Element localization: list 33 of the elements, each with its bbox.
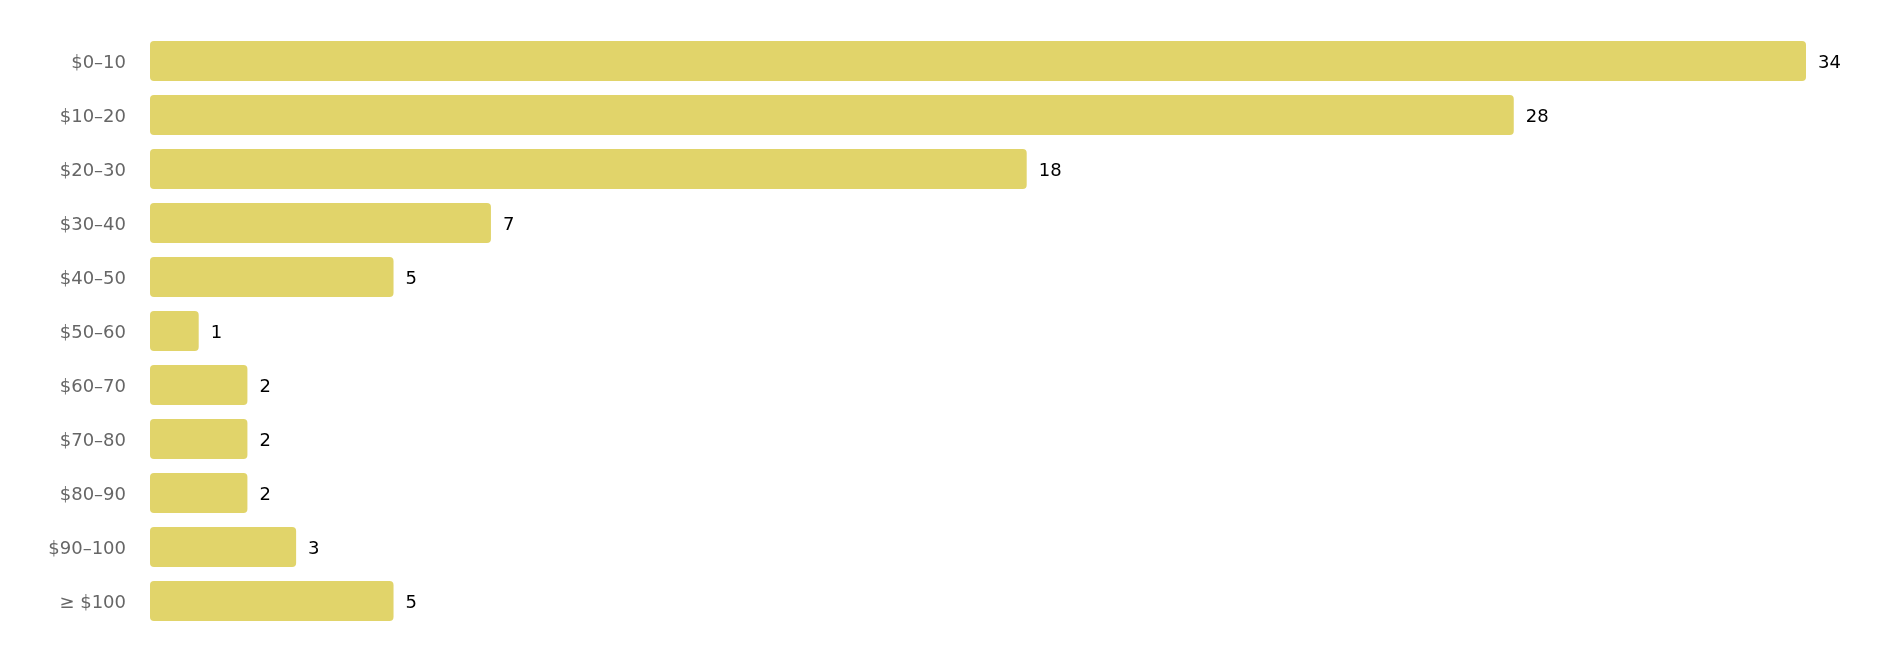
y-tick-label: $80–90 bbox=[59, 482, 126, 504]
data-label: 5 bbox=[405, 266, 417, 288]
bar bbox=[150, 257, 394, 297]
y-tick-label: $20–30 bbox=[59, 158, 126, 180]
data-label: 3 bbox=[308, 536, 320, 558]
data-label: 18 bbox=[1038, 158, 1062, 180]
y-tick-label: $30–40 bbox=[59, 212, 126, 234]
y-tick-label: $40–50 bbox=[59, 266, 126, 288]
data-label: 7 bbox=[502, 212, 515, 234]
bar bbox=[150, 419, 248, 459]
data-label: 2 bbox=[259, 374, 271, 396]
bar bbox=[150, 203, 491, 243]
bar bbox=[150, 527, 297, 567]
y-tick-label: $0–10 bbox=[71, 50, 126, 72]
y-tick-label: $70–80 bbox=[59, 428, 126, 450]
data-label: 28 bbox=[1525, 104, 1549, 126]
bar bbox=[150, 473, 248, 513]
bar bbox=[150, 41, 1806, 81]
data-label: 2 bbox=[259, 482, 271, 504]
y-tick-label: ≥ $100 bbox=[59, 590, 126, 612]
bar bbox=[150, 581, 394, 621]
bar bbox=[150, 311, 199, 351]
bar bbox=[150, 149, 1027, 189]
y-tick-label: $60–70 bbox=[59, 374, 126, 396]
y-tick-label: $50–60 bbox=[59, 320, 126, 342]
data-label: 34 bbox=[1818, 50, 1841, 72]
y-tick-label: $90–100 bbox=[48, 536, 126, 558]
data-label: 2 bbox=[259, 428, 271, 450]
data-label: 1 bbox=[210, 320, 223, 342]
bar bbox=[150, 95, 1514, 135]
bar bbox=[150, 365, 248, 405]
y-tick-label: $10–20 bbox=[59, 104, 126, 126]
data-label: 5 bbox=[405, 590, 417, 612]
